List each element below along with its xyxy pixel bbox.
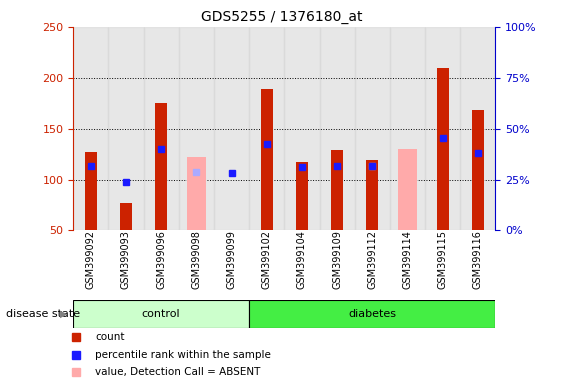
Text: GSM399099: GSM399099: [226, 230, 236, 289]
Bar: [155, 103, 167, 230]
Bar: [284, 27, 320, 230]
Text: value, Detection Call = ABSENT: value, Detection Call = ABSENT: [96, 367, 261, 377]
Text: GSM399092: GSM399092: [86, 230, 96, 290]
Bar: [179, 27, 214, 230]
Text: GSM399098: GSM399098: [191, 230, 202, 289]
Text: control: control: [142, 309, 181, 319]
Text: GSM399112: GSM399112: [367, 230, 377, 290]
Text: GSM399096: GSM399096: [156, 230, 166, 289]
Bar: [187, 157, 206, 230]
Bar: [331, 150, 343, 230]
Bar: [296, 162, 308, 230]
Bar: [249, 27, 284, 230]
Text: GSM399115: GSM399115: [437, 230, 448, 290]
Bar: [144, 27, 179, 230]
Bar: [261, 89, 273, 230]
Text: GDS5255 / 1376180_at: GDS5255 / 1376180_at: [201, 10, 362, 23]
Bar: [214, 27, 249, 230]
Text: disease state: disease state: [6, 309, 80, 319]
Bar: [366, 160, 378, 230]
Bar: [436, 68, 449, 230]
Bar: [390, 27, 425, 230]
FancyBboxPatch shape: [73, 300, 249, 328]
Text: ▶: ▶: [60, 309, 68, 319]
Text: GSM399116: GSM399116: [473, 230, 483, 289]
Text: diabetes: diabetes: [348, 309, 396, 319]
Bar: [84, 152, 97, 230]
Text: GSM399104: GSM399104: [297, 230, 307, 289]
Bar: [73, 27, 108, 230]
Bar: [472, 110, 484, 230]
Bar: [108, 27, 144, 230]
Bar: [425, 27, 461, 230]
Bar: [320, 27, 355, 230]
Bar: [120, 203, 132, 230]
Text: percentile rank within the sample: percentile rank within the sample: [96, 349, 271, 359]
Bar: [461, 27, 495, 230]
Text: GSM399093: GSM399093: [121, 230, 131, 289]
Text: GSM399109: GSM399109: [332, 230, 342, 289]
Bar: [398, 149, 417, 230]
FancyBboxPatch shape: [249, 300, 495, 328]
Text: count: count: [96, 332, 125, 342]
Text: GSM399102: GSM399102: [262, 230, 272, 290]
Text: GSM399114: GSM399114: [403, 230, 413, 289]
Bar: [355, 27, 390, 230]
